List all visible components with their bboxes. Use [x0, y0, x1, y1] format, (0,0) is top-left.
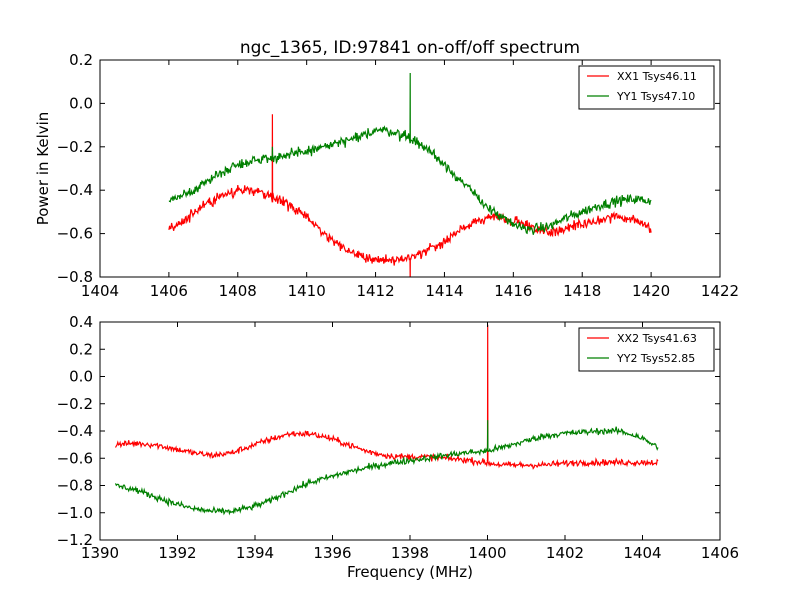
y-tick-label: −0.4 [57, 181, 93, 199]
subplot-1: 1404 1406 1408 1410 1412 1414 1416 1418 1420 1422… [34, 51, 739, 300]
x-tick-label: 1396 [313, 544, 351, 562]
x-tick-label: 1406 [150, 282, 188, 300]
y-tick-label: 0.0 [69, 94, 93, 112]
x-tick-label: 1404 [81, 282, 119, 300]
legend-label: YY2 Tsys52.85 [616, 352, 695, 365]
axes-frame [99, 59, 721, 278]
legend: XX2 Tsys41.63 YY2 Tsys52.85 [578, 327, 715, 372]
y-tick-label: 0.2 [69, 51, 93, 69]
y-tick-label: −0.6 [57, 449, 93, 467]
figure-title: ngc_1365, ID:97841 on-off/off spectrum [240, 38, 580, 58]
y-tick-label: −0.4 [57, 422, 93, 440]
legend-box [578, 327, 715, 372]
legend-box [578, 65, 715, 110]
y-tick-label: −0.8 [57, 268, 93, 286]
y-tick-label: −0.8 [57, 477, 93, 495]
x-tick-label: 1410 [288, 282, 326, 300]
y-tick-label: 0.0 [69, 368, 93, 386]
legend-label: XX2 Tsys41.63 [617, 332, 697, 345]
x-tick-label: 1394 [236, 544, 274, 562]
x-tick-label: 1412 [356, 282, 394, 300]
series-line-1 [114, 324, 659, 470]
subplot-2: 1390 1392 1394 1396 1398 1400 1402 1404 1406 0.4 0… [57, 313, 740, 581]
y-tick-label: 0.4 [69, 313, 93, 331]
x-tick-label: 1406 [701, 544, 739, 562]
x-tick-label: 1398 [391, 544, 429, 562]
x-tick-label: 1390 [81, 544, 119, 562]
x-tick-label: 1408 [219, 282, 257, 300]
series-line-2 [168, 72, 652, 235]
series-line-2 [114, 420, 659, 516]
x-tick-label: 1404 [623, 544, 661, 562]
y-tick-label: 0.2 [69, 340, 93, 358]
series-line-1 [168, 114, 652, 277]
legend: XX1 Tsys46.11 YY1 Tsys47.10 [578, 65, 715, 110]
x-tick-label: 1392 [158, 544, 196, 562]
x-tick-label: 1414 [425, 282, 463, 300]
y-tick-label: −1.2 [57, 531, 93, 549]
y-tick-label: −0.6 [57, 225, 93, 243]
x-tick-label: 1420 [632, 282, 670, 300]
x-tick-label: 1422 [701, 282, 739, 300]
y-axis-label: Power in Kelvin [34, 112, 52, 226]
legend-label: XX1 Tsys46.11 [617, 70, 697, 83]
y-tick-label: −1.0 [57, 504, 93, 522]
y-tick-label: −0.2 [57, 395, 93, 413]
x-tick-label: 1400 [468, 544, 506, 562]
x-tick-label: 1416 [494, 282, 532, 300]
x-tick-label: 1418 [563, 282, 601, 300]
y-tick-label: −0.2 [57, 138, 93, 156]
x-axis-label: Frequency (MHz) [347, 563, 473, 581]
legend-label: YY1 Tsys47.10 [616, 90, 695, 103]
x-tick-label: 1402 [546, 544, 584, 562]
plots-group: 1404 1406 1408 1410 1412 1414 1416 1418 1420 1422… [34, 51, 739, 581]
